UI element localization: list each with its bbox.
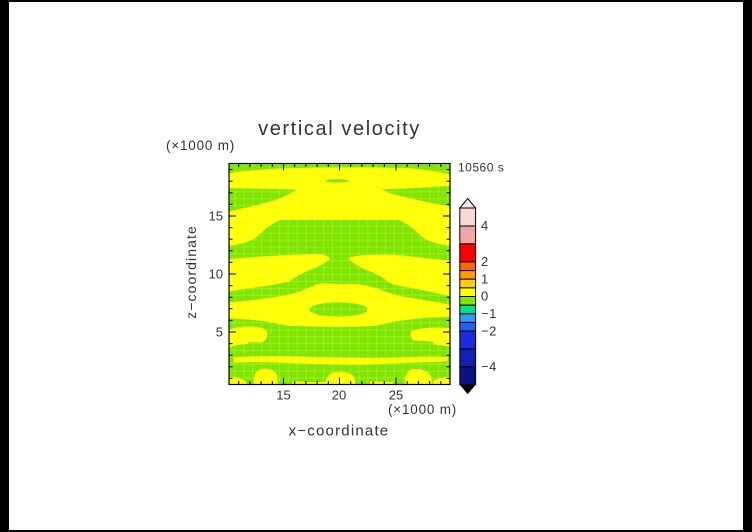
svg-text:4: 4 — [481, 218, 489, 233]
svg-text:vertical velocity: vertical velocity — [258, 118, 421, 140]
svg-text:x−coordinate: x−coordinate — [289, 423, 390, 440]
svg-text:(×1000 m): (×1000 m) — [388, 402, 457, 417]
svg-text:(×1000 m): (×1000 m) — [166, 138, 235, 153]
svg-text:25: 25 — [389, 388, 403, 403]
svg-text:15: 15 — [276, 388, 290, 403]
svg-text:0: 0 — [481, 289, 489, 304]
svg-text:2: 2 — [481, 254, 489, 269]
svg-text:20: 20 — [332, 388, 346, 403]
svg-text:−2: −2 — [481, 323, 497, 338]
svg-text:10: 10 — [209, 267, 223, 282]
svg-text:z−coordinate: z−coordinate — [183, 225, 199, 319]
svg-text:−1: −1 — [481, 306, 497, 321]
svg-text:15: 15 — [209, 209, 223, 224]
svg-text:10560 s: 10560 s — [458, 161, 504, 175]
svg-text:5: 5 — [216, 325, 223, 340]
svg-text:1: 1 — [481, 271, 489, 286]
svg-text:−4: −4 — [481, 359, 497, 374]
